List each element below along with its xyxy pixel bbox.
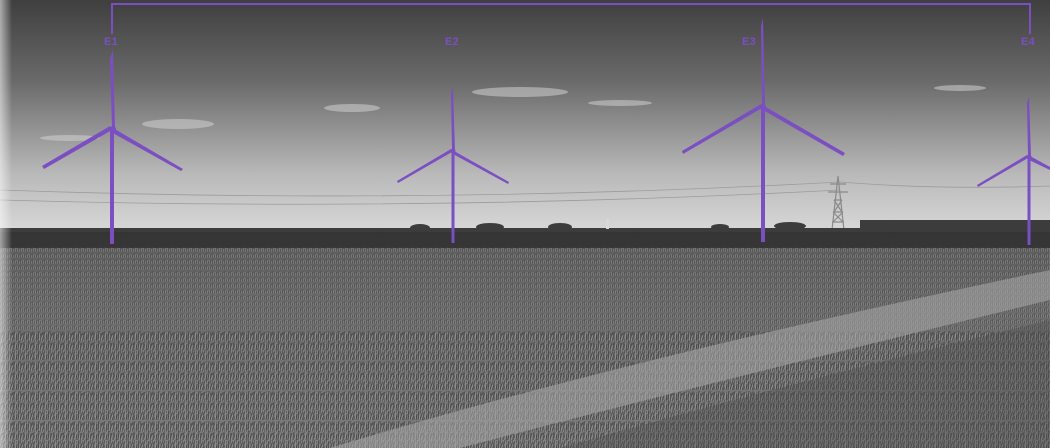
electricity-pylon <box>828 175 848 231</box>
left-edge-strip <box>0 0 12 448</box>
turbine-label-e3: E3 <box>742 36 757 48</box>
dirt-track <box>330 270 1050 448</box>
distant-tower <box>606 219 609 229</box>
horizon-treeline <box>0 220 1050 233</box>
wind-turbine-e2 <box>397 88 509 243</box>
turbine-group-bracket <box>111 3 1031 34</box>
turbine-label-e2: E2 <box>445 36 460 48</box>
turbine-label-e1: E1 <box>104 36 119 48</box>
wind-turbine-e3 <box>682 18 845 242</box>
clouds <box>40 85 986 141</box>
power-lines <box>0 181 1050 205</box>
sky <box>0 0 1050 232</box>
dark-soil-band <box>0 232 1050 248</box>
turbine-label-e4: E4 <box>1021 36 1036 48</box>
wind-turbine-e1 <box>42 50 183 244</box>
wind-turbine-e4 <box>977 97 1050 245</box>
